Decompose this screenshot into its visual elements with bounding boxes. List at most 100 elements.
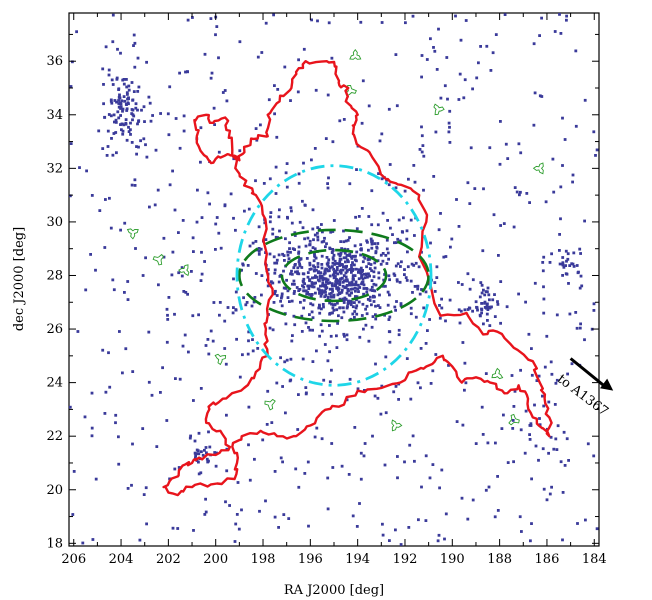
galaxy-point [312, 208, 315, 211]
galaxy-point [200, 450, 203, 453]
galaxy-point [518, 193, 521, 196]
galaxy-point [534, 92, 537, 95]
galaxy-point [488, 324, 491, 327]
galaxy-point [143, 105, 146, 108]
galaxy-point [501, 427, 504, 430]
galaxy-point [550, 486, 553, 489]
galaxy-point [388, 274, 391, 277]
galaxy-point [305, 322, 308, 325]
galaxy-point [85, 170, 88, 173]
galaxy-point [579, 252, 582, 255]
galaxy-point [342, 230, 345, 233]
galaxy-point [283, 360, 286, 363]
galaxy-point [110, 137, 113, 140]
galaxy-point [535, 445, 538, 448]
galaxy-point [137, 146, 140, 149]
galaxy-point [218, 314, 221, 317]
galaxy-point [538, 34, 541, 37]
galaxy-point [203, 513, 206, 516]
galaxy-point [467, 181, 470, 184]
galaxy-point [214, 33, 217, 36]
galaxy-point [371, 435, 374, 438]
galaxy-point [305, 290, 308, 293]
galaxy-point [274, 269, 277, 272]
galaxy-point [326, 182, 329, 185]
galaxy-point [276, 88, 279, 91]
galaxy-point [487, 306, 490, 309]
galaxy-point [564, 138, 567, 141]
galaxy-point [349, 294, 352, 297]
galaxy-point [330, 303, 333, 306]
galaxy-point [345, 276, 348, 279]
galaxy-point [560, 460, 563, 463]
galaxy-point [405, 276, 408, 279]
galaxy-point [123, 83, 126, 86]
galaxy-point [131, 184, 134, 187]
galaxy-point [377, 397, 380, 400]
galaxy-point [322, 379, 325, 382]
galaxy-point [275, 166, 278, 169]
galaxy-point [528, 333, 531, 336]
galaxy-point [369, 296, 372, 299]
minor-contours-layer [128, 50, 544, 431]
galaxy-point [163, 237, 166, 240]
galaxy-point [91, 434, 94, 437]
galaxy-point [485, 45, 488, 48]
galaxy-point [470, 146, 473, 149]
galaxy-point [111, 40, 114, 43]
galaxy-point [440, 307, 443, 310]
galaxy-point [340, 272, 343, 275]
galaxy-point [348, 473, 351, 476]
galaxy-point [313, 266, 316, 269]
galaxy-point [494, 315, 497, 318]
plot-frame [69, 13, 599, 546]
galaxy-point [124, 347, 127, 350]
galaxy-point [133, 66, 136, 69]
galaxy-point [127, 97, 130, 100]
galaxy-point [511, 374, 514, 377]
galaxy-point [226, 100, 229, 103]
galaxy-point [412, 164, 415, 167]
galaxy-point [587, 442, 590, 445]
galaxy-point [552, 448, 555, 451]
galaxy-point [320, 263, 323, 266]
galaxy-point [328, 324, 331, 327]
galaxy-point [444, 320, 447, 323]
galaxy-point [103, 116, 106, 119]
galaxy-point [421, 134, 424, 137]
galaxy-point [133, 34, 136, 37]
galaxy-point [201, 216, 204, 219]
galaxy-point [138, 86, 141, 89]
galaxy-point [405, 238, 408, 241]
galaxy-point [269, 327, 272, 330]
galaxy-point [314, 292, 317, 295]
galaxy-point [118, 94, 121, 97]
galaxy-point [481, 284, 484, 287]
galaxy-point [302, 272, 305, 275]
galaxy-point [388, 108, 391, 111]
galaxy-point [313, 259, 316, 262]
galaxy-point [143, 120, 146, 123]
galaxy-point [280, 457, 283, 460]
galaxy-point [388, 294, 391, 297]
galaxy-point [429, 242, 432, 245]
galaxy-point [406, 279, 409, 282]
galaxy-point [291, 300, 294, 303]
galaxy-point [449, 141, 452, 144]
galaxy-point [345, 298, 348, 301]
galaxy-point [309, 240, 312, 243]
galaxy-point [370, 303, 373, 306]
galaxy-point [275, 382, 278, 385]
galaxy-point [207, 353, 210, 356]
galaxy-point [334, 272, 337, 275]
galaxy-point [105, 391, 108, 394]
galaxy-point [530, 347, 533, 350]
galaxy-point [563, 266, 566, 269]
galaxy-point [574, 311, 577, 314]
galaxy-point [91, 427, 94, 430]
galaxy-point [122, 130, 125, 133]
galaxy-point [215, 25, 218, 28]
galaxy-point [393, 274, 396, 277]
galaxy-point [348, 254, 351, 257]
galaxy-point [557, 424, 560, 427]
